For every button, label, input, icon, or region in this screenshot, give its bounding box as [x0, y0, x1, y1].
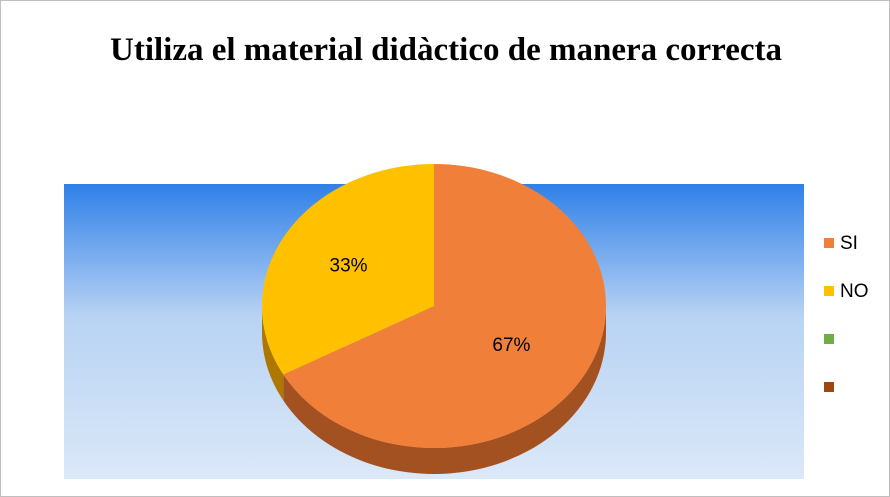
legend-label: NO: [840, 281, 869, 302]
chart-title: Utiliza el material didàctico de manera …: [110, 32, 782, 68]
legend-swatch: [824, 238, 834, 248]
legend-swatch: [824, 382, 834, 392]
data-label: 33%: [330, 255, 368, 276]
slice-side: [262, 306, 284, 401]
legend-swatch: [824, 286, 834, 296]
legend-label: SI: [840, 233, 858, 254]
slice: [261, 164, 434, 375]
slice-side-shade: [283, 306, 606, 474]
data-label: 67%: [492, 335, 530, 356]
slice-side: [283, 306, 606, 474]
legend-swatch: [824, 334, 834, 344]
slice-side-shade: [262, 306, 284, 401]
slice: [283, 164, 606, 448]
